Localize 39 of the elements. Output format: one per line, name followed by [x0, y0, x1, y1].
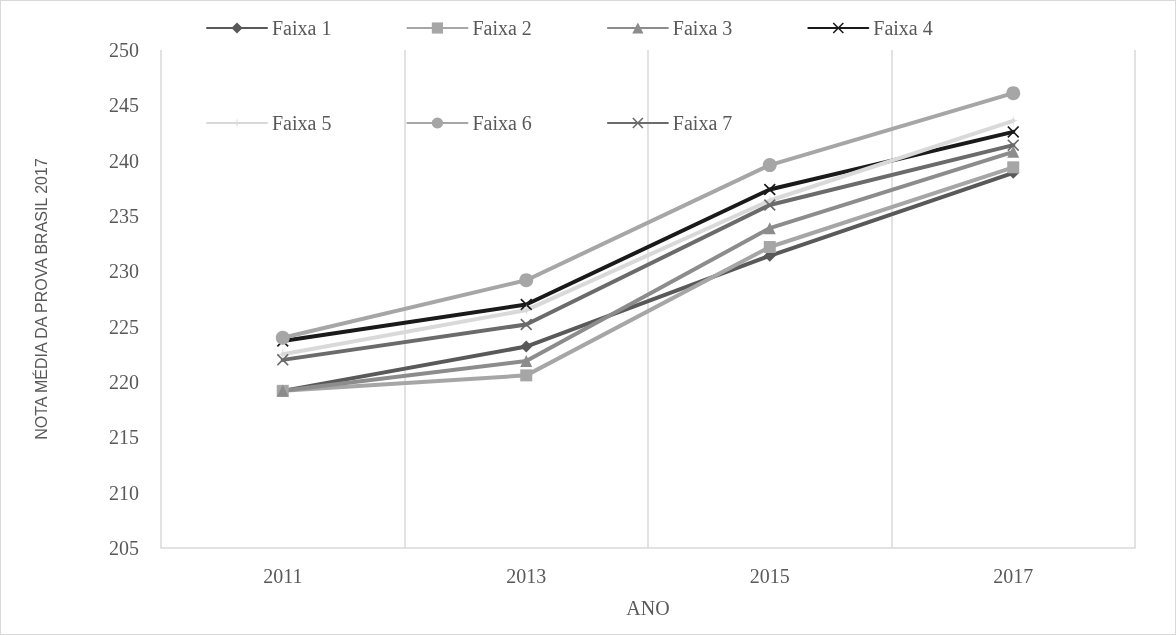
legend-label: Faixa 4: [873, 17, 933, 39]
legend-label: Faixa 3: [672, 17, 733, 39]
legend-label: Faixa 1: [272, 17, 332, 39]
point: [763, 183, 776, 196]
point: [1007, 145, 1020, 158]
y-axis-title: NOTA MÉDIA DA PROVA BRASIL 2017: [31, 158, 50, 440]
point: [762, 158, 777, 173]
point: [1007, 139, 1020, 152]
point: [520, 340, 533, 353]
y-tick-label: 205: [109, 537, 139, 559]
point: [1007, 125, 1020, 138]
x-tick-label: 2011: [263, 565, 303, 587]
x-tick-label: 2013: [506, 565, 547, 587]
legend-label: Faixa 5: [272, 112, 332, 134]
legend-label: Faixa 6: [472, 112, 532, 134]
y-tick-label: 235: [109, 205, 139, 227]
y-tick-label: 210: [109, 481, 139, 504]
legend-label: Faixa 2: [472, 17, 532, 39]
point: [1006, 86, 1021, 101]
point: [763, 222, 776, 235]
point: [1007, 161, 1020, 174]
x-axis-title: ANO: [626, 597, 670, 619]
point: [520, 369, 533, 382]
y-tick-label: 220: [109, 371, 139, 393]
point: [275, 330, 290, 345]
x-tick-label: 2015: [749, 565, 790, 587]
legend-label: Faixa 7: [672, 112, 733, 134]
y-tick-label: 245: [109, 94, 139, 117]
x-tick-label: 2017: [993, 565, 1034, 587]
y-tick-label: 250: [109, 39, 139, 61]
point: [763, 240, 776, 253]
y-tick-label: 215: [109, 426, 139, 449]
y-tick-label: 240: [109, 149, 139, 172]
y-tick-label: 225: [109, 315, 139, 338]
point: [520, 354, 533, 367]
y-tick-label: 230: [109, 260, 139, 283]
point: [763, 198, 776, 211]
point: [519, 273, 534, 288]
point: [276, 353, 289, 366]
